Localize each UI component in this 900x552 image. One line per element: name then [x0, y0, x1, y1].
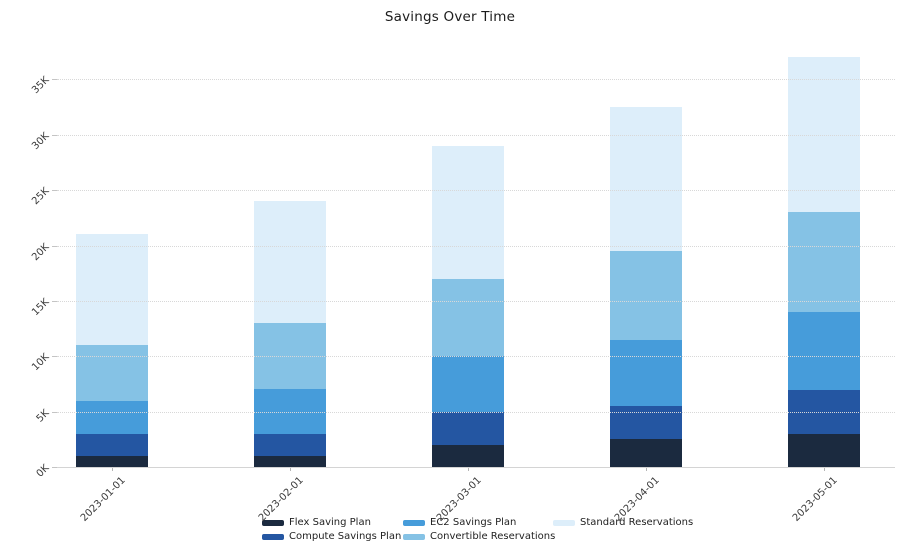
bar-segment: [788, 433, 860, 467]
bar-group-2023-02-01: [254, 201, 326, 467]
bar-segment: [788, 312, 860, 390]
legend-label: Standard Reservations: [580, 517, 694, 528]
x-tick: [824, 467, 825, 471]
bar-segment: [432, 411, 504, 445]
gridline: [57, 467, 895, 468]
bar-segment: [76, 455, 148, 467]
legend-item: EC2 Savings Plan: [403, 516, 555, 529]
legend-item: Compute Savings Plan: [262, 530, 401, 543]
legend-label: Compute Savings Plan: [289, 531, 402, 542]
bar-segment: [432, 356, 504, 412]
bar-segment: [254, 322, 326, 390]
x-tick: [112, 467, 113, 471]
gridline: [57, 411, 895, 413]
gridline: [57, 356, 895, 358]
plot-area: 2023-01-01 2023-02-01 2023-03-01 2023-04-01…: [30, 45, 895, 524]
y-tick: [52, 467, 57, 468]
chart-legend: Flex Saving Plan Compute Savings Plan EC2 …: [0, 516, 900, 548]
legend-column: Standard Reservations: [553, 516, 693, 529]
bar-segment: [254, 455, 326, 467]
legend-swatch-icon: [403, 533, 425, 540]
y-tick-label: 15K: [30, 296, 52, 319]
legend-swatch-icon: [262, 533, 284, 540]
x-tick: [646, 467, 647, 471]
y-tick-label: 5K: [34, 407, 52, 425]
gridline: [57, 79, 895, 81]
bar-segment: [76, 345, 148, 401]
legend-swatch-icon: [553, 519, 575, 526]
bar-segment: [610, 251, 682, 340]
y-tick: [52, 245, 57, 247]
y-tick-label: 25K: [30, 185, 52, 208]
y-tick: [52, 79, 57, 81]
bar-segment: [254, 389, 326, 434]
x-tick: [468, 467, 469, 471]
bar-group-2023-03-01: [432, 145, 504, 467]
y-tick: [52, 411, 57, 413]
bar-group-2023-01-01: [76, 234, 148, 467]
gridline: [57, 190, 895, 192]
bar-group-2023-04-01: [610, 107, 682, 467]
x-tick: [290, 467, 291, 471]
y-tick-label: 35K: [30, 75, 52, 97]
bar-segment: [254, 201, 326, 323]
legend-label: EC2 Savings Plan: [430, 517, 517, 528]
bar-group-2023-05-01: [788, 57, 860, 467]
gridline: [57, 245, 895, 247]
chart-title: Savings Over Time: [384, 9, 516, 25]
y-tick-label: 20K: [30, 241, 52, 263]
y-tick: [52, 300, 57, 302]
legend-item: Convertible Reservations: [403, 530, 555, 543]
legend-label: Flex Saving Plan: [289, 517, 371, 528]
bar-segment: [254, 433, 326, 456]
bar-segment: [788, 212, 860, 313]
legend-item: Flex Saving Plan: [262, 516, 401, 529]
legend-swatch-icon: [403, 519, 425, 526]
bar-segment: [432, 278, 504, 357]
gridline: [57, 134, 895, 136]
y-tick-label: 10K: [30, 351, 52, 374]
legend-label: Convertible Reservations: [430, 531, 556, 542]
legend-column: EC2 Savings Plan Convertible Reservations: [403, 516, 555, 543]
bar-segment: [610, 107, 682, 252]
bar-segment: [432, 444, 504, 467]
bar-segment: [610, 339, 682, 407]
bar-segment: [76, 400, 148, 434]
legend-column: Flex Saving Plan Compute Savings Plan: [262, 516, 401, 543]
bar-segment: [76, 433, 148, 456]
bar-segment: [432, 145, 504, 279]
legend-item: Standard Reservations: [553, 516, 693, 529]
y-tick: [52, 134, 57, 136]
y-tick-label: 30K: [30, 130, 52, 152]
y-tick: [52, 356, 57, 358]
gridline: [57, 300, 895, 302]
bar-segment: [610, 439, 682, 467]
bar-segment: [76, 234, 148, 346]
y-tick: [52, 190, 57, 192]
y-tick-label: 0K: [34, 462, 52, 480]
legend-swatch-icon: [262, 519, 284, 526]
